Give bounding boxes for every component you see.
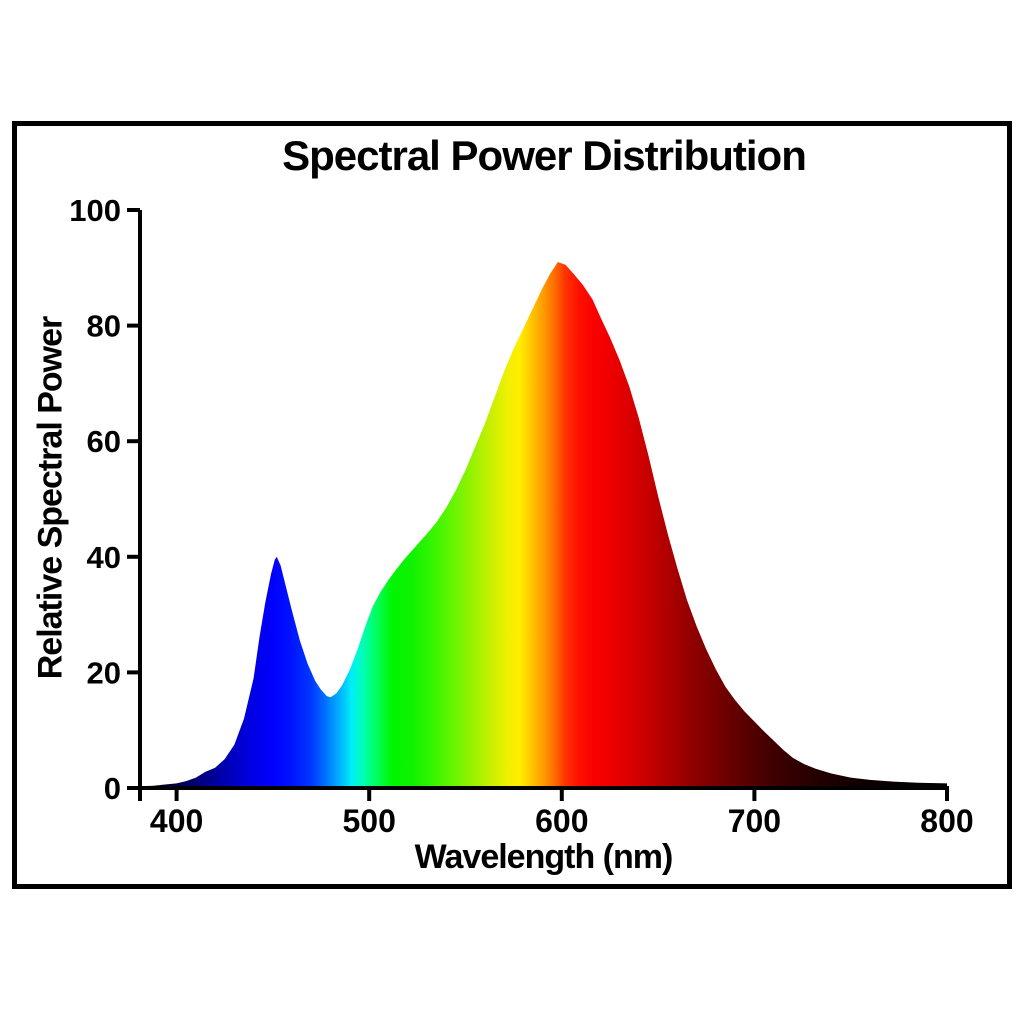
spd-plot: 400 500 600 700 800 0 20 40 60 80 100: [69, 193, 973, 839]
y-tick-label: 0: [104, 771, 121, 806]
y-tick-label: 40: [87, 540, 121, 575]
x-tick-label: 700: [728, 803, 781, 839]
spd-area: [140, 262, 947, 788]
x-tick-label: 800: [920, 803, 973, 839]
chart-title: Spectral Power Distribution: [282, 132, 807, 179]
chart-frame: Spectral Power Distribution Relative Spe…: [12, 121, 1012, 889]
y-tick-label: 20: [87, 655, 121, 690]
x-tick-label: 400: [150, 803, 203, 839]
x-axis-label: Wavelength (nm): [414, 838, 674, 876]
y-tick-label: 80: [87, 309, 121, 344]
x-tick-label: 500: [343, 803, 396, 839]
x-tick-label: 600: [535, 803, 588, 839]
y-tick-label: 100: [69, 193, 121, 228]
y-tick-label: 60: [87, 424, 121, 459]
